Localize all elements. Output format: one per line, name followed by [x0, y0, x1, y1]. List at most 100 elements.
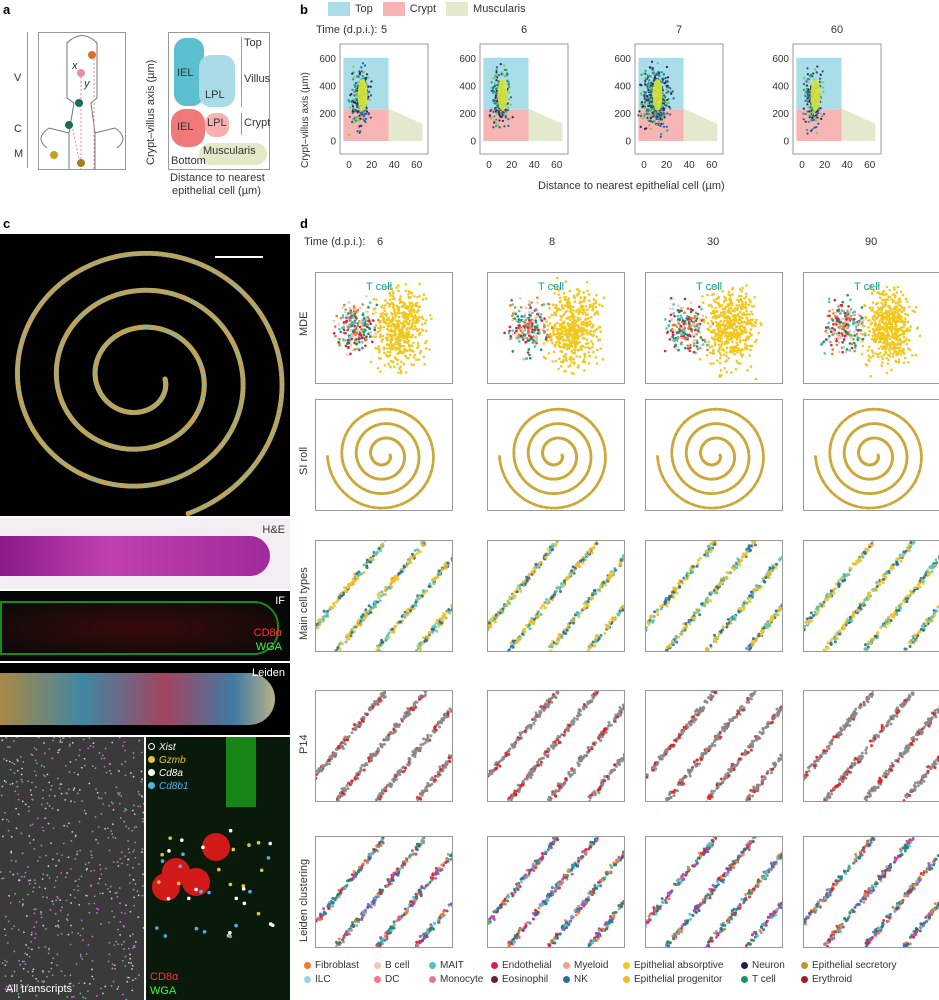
data-point — [657, 72, 661, 75]
data-point — [494, 124, 498, 128]
data-point — [658, 119, 661, 122]
leiden-label: Leiden — [251, 667, 285, 679]
data-point — [640, 101, 644, 104]
data-point — [508, 91, 511, 94]
si-roll-image — [0, 234, 290, 516]
data-point — [637, 114, 640, 117]
if-wga-label: WGA — [255, 641, 282, 653]
data-point — [644, 83, 647, 86]
data-point — [499, 115, 503, 119]
legend-dot — [304, 976, 311, 983]
panel-d-cell — [487, 399, 625, 511]
data-point — [808, 78, 811, 81]
coord-x: x — [72, 60, 78, 72]
data-point — [361, 62, 365, 65]
data-point — [806, 73, 810, 76]
data-point — [358, 70, 361, 73]
data-point — [660, 80, 663, 83]
data-point — [646, 74, 649, 77]
data-point — [805, 128, 809, 132]
he-label: H&E — [262, 524, 285, 536]
data-point — [501, 73, 505, 76]
data-point — [357, 80, 361, 83]
legend-monocyte: Monocyte — [429, 974, 491, 985]
data-point — [641, 103, 644, 106]
data-point — [802, 118, 805, 121]
data-point — [353, 110, 356, 113]
data-point — [492, 121, 496, 124]
data-point — [802, 112, 805, 115]
villus-outline — [40, 35, 124, 170]
panel-a-xlabel-1: Distance to nearest — [170, 172, 265, 184]
panel-d-cell — [645, 540, 783, 652]
data-point — [506, 108, 510, 112]
data-point — [652, 111, 655, 114]
gene-cd8a: Cd8a — [148, 767, 188, 780]
data-point — [808, 96, 811, 99]
data-point — [504, 114, 507, 117]
data-point — [662, 125, 666, 128]
density-peak — [497, 78, 508, 111]
data-point — [369, 94, 373, 97]
data-point — [814, 114, 818, 117]
data-point — [666, 112, 669, 115]
data-point — [811, 110, 814, 113]
data-point — [351, 105, 355, 108]
data-point — [653, 119, 656, 123]
data-point — [501, 113, 504, 117]
data-point — [811, 128, 814, 131]
data-point — [822, 113, 826, 116]
x-tick-label: 60 — [706, 160, 718, 171]
region-muscularis: Muscularis — [203, 145, 256, 157]
data-point — [820, 115, 824, 118]
panel-d-cell — [487, 836, 625, 948]
data-point — [804, 112, 807, 116]
data-point — [498, 126, 501, 129]
scale-bar — [215, 256, 263, 258]
data-point — [810, 119, 813, 122]
villus-schematic — [38, 32, 126, 170]
y-tick-label: 400 — [614, 81, 631, 92]
data-point — [806, 110, 809, 113]
data-point — [354, 81, 357, 85]
panel-d-cell — [645, 836, 783, 948]
data-point — [491, 87, 495, 91]
data-point — [816, 116, 819, 119]
data-point — [505, 68, 508, 72]
data-point — [495, 89, 498, 93]
y-tick-label: 200 — [772, 109, 789, 120]
data-point — [666, 129, 669, 132]
x-tick-label: 0 — [799, 160, 805, 171]
data-point — [505, 74, 508, 77]
legend-dot — [801, 976, 808, 983]
panel-d-time-30: 30 — [707, 236, 720, 248]
data-point — [639, 114, 642, 118]
legend-mait: MAIT — [429, 960, 491, 971]
zone-muscularis: M — [14, 148, 24, 160]
data-point — [348, 100, 351, 103]
data-point — [351, 110, 354, 113]
data-point — [653, 108, 656, 111]
data-point — [506, 106, 510, 109]
data-point — [501, 110, 505, 113]
data-point — [507, 86, 511, 89]
data-point — [652, 114, 655, 117]
legend-epithelial-progenitor: Epithelial progenitor — [623, 974, 741, 985]
data-point — [803, 76, 806, 80]
data-point — [655, 73, 658, 76]
gene-xist: Xist — [148, 741, 188, 754]
data-point — [488, 115, 491, 118]
data-point — [664, 79, 668, 82]
data-point — [492, 77, 495, 80]
data-point — [503, 125, 506, 128]
data-point — [358, 119, 361, 122]
y-tick-label: 600 — [614, 54, 631, 65]
data-point — [662, 77, 666, 80]
data-point — [509, 103, 512, 106]
data-point — [501, 119, 505, 122]
data-point — [649, 97, 652, 100]
data-point — [649, 115, 652, 118]
data-point — [811, 75, 814, 78]
data-point — [806, 93, 810, 96]
data-point — [647, 119, 650, 122]
